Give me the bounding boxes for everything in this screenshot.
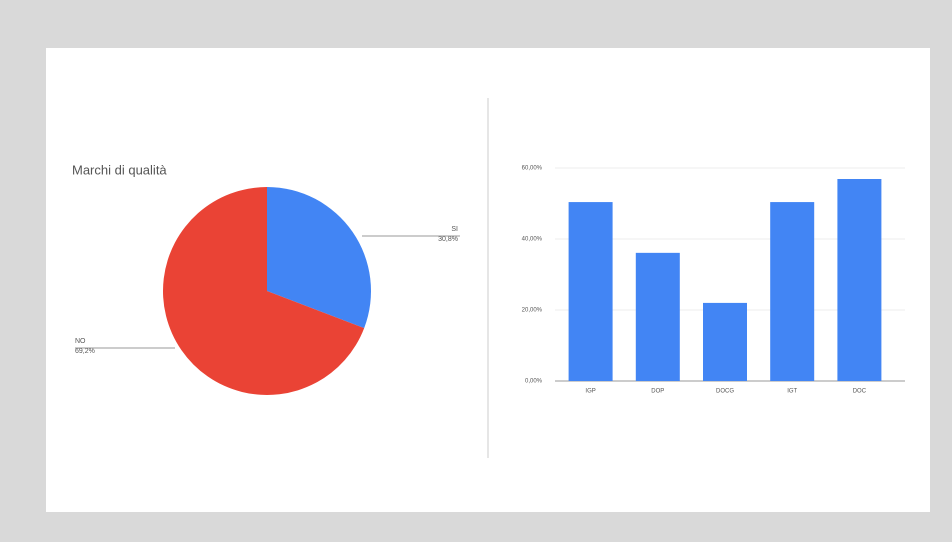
bar [703, 302, 747, 381]
x-tick-label: DOC [853, 389, 867, 395]
y-tick-label: 0,00% [525, 379, 543, 385]
bar [770, 202, 815, 381]
bar [568, 202, 613, 381]
pie-title: Marchi di qualità [72, 162, 167, 177]
x-tick-label: IGT [787, 389, 797, 395]
pie-slice [267, 187, 371, 329]
pie-slice [163, 187, 365, 395]
x-tick-label: IGP [585, 389, 595, 395]
pie-label: NO [75, 338, 86, 345]
pie-label: SI [451, 226, 458, 233]
bar [837, 179, 882, 381]
y-tick-label: 20,00% [522, 308, 543, 314]
y-tick-label: 60,00% [522, 166, 543, 172]
x-tick-label: DOP [651, 389, 664, 395]
x-tick-label: DOCG [716, 389, 734, 395]
pie-value-label: 69,2% [75, 348, 95, 355]
y-tick-label: 40,00% [522, 237, 543, 243]
pie-value-label: 30,8% [438, 236, 458, 243]
bar [635, 252, 680, 381]
